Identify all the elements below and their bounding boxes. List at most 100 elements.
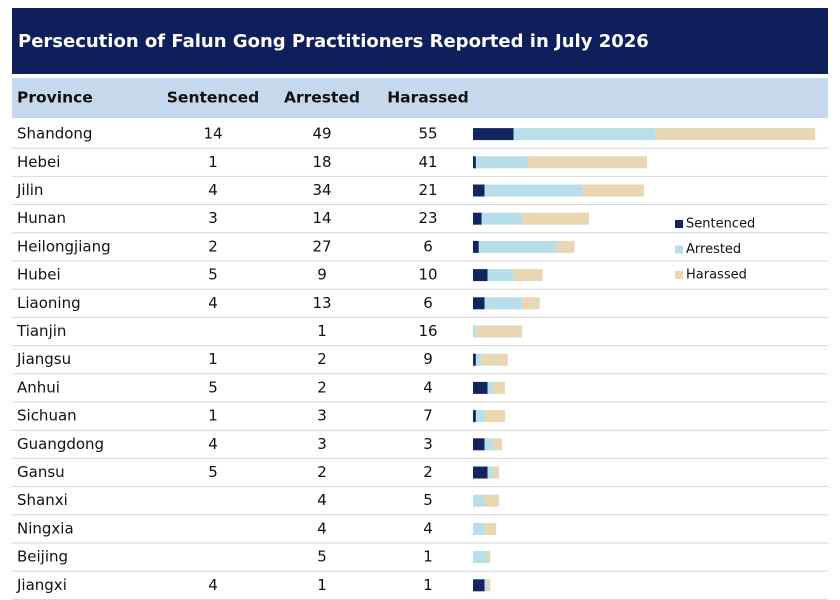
bar-segment xyxy=(655,128,816,141)
cell-value: 2 xyxy=(317,378,327,396)
cell-value: 9 xyxy=(317,266,327,284)
bar-segment xyxy=(473,212,482,225)
bar-segment xyxy=(487,579,491,592)
province: Hubei xyxy=(17,266,61,284)
cell-value: 5 xyxy=(208,378,218,396)
title-bar xyxy=(12,8,828,74)
cell-value: 34 xyxy=(312,181,331,199)
cell-value: 23 xyxy=(418,209,437,227)
bar-segment xyxy=(484,522,497,535)
bar-segment xyxy=(475,325,523,338)
province: Beijing xyxy=(17,548,68,566)
cell-value: 4 xyxy=(423,378,433,396)
bar-segment xyxy=(473,494,485,507)
cell-value: 21 xyxy=(418,181,437,199)
bar-segment xyxy=(475,156,529,169)
province: Jilin xyxy=(16,181,43,199)
bar-segment xyxy=(484,297,523,310)
bar-segment xyxy=(484,184,584,197)
bar-segment xyxy=(473,240,479,253)
bar-segment xyxy=(473,579,485,592)
province: Tianjin xyxy=(16,322,66,340)
cell-value: 18 xyxy=(312,153,331,171)
bar-segment xyxy=(473,128,514,141)
cell-value: 4 xyxy=(208,576,218,594)
cell-value: 1 xyxy=(423,576,433,594)
cell-value: 14 xyxy=(203,125,222,143)
cell-value: 2 xyxy=(317,463,327,481)
bar-segment xyxy=(557,240,575,253)
bar-segment xyxy=(473,184,485,197)
bar-segment xyxy=(478,240,558,253)
province: Shanxi xyxy=(17,491,68,509)
province: Anhui xyxy=(17,378,60,396)
bar-segment xyxy=(473,466,488,479)
cell-value: 6 xyxy=(423,294,433,312)
bar-segment xyxy=(583,184,645,197)
province: Hebei xyxy=(17,153,60,171)
cell-value: 5 xyxy=(423,491,433,509)
bar-segment xyxy=(484,438,494,451)
cell-value: 1 xyxy=(208,153,218,171)
province: Jiangxi xyxy=(16,576,67,594)
cell-value: 3 xyxy=(423,435,433,453)
province: Jiangsu xyxy=(16,350,71,368)
bar-segment xyxy=(473,297,485,310)
cell-value: 5 xyxy=(208,266,218,284)
cell-value: 1 xyxy=(208,407,218,425)
header-bar xyxy=(12,78,828,118)
bar-segment xyxy=(493,381,505,394)
cell-value: 13 xyxy=(312,294,331,312)
cell-value: 1 xyxy=(317,576,327,594)
cell-value: 1 xyxy=(317,322,327,340)
province: Sichuan xyxy=(17,407,77,425)
cell-value: 14 xyxy=(312,209,331,227)
bar-segment xyxy=(522,212,589,225)
cell-value: 3 xyxy=(317,435,327,453)
legend-label: Sentenced xyxy=(686,217,755,232)
cell-value: 2 xyxy=(423,463,433,481)
cell-value: 2 xyxy=(317,350,327,368)
bar-segment xyxy=(487,466,494,479)
province: Guangdong xyxy=(17,435,104,453)
province: Shandong xyxy=(17,125,92,143)
cell-value: 5 xyxy=(317,548,327,566)
cell-value: 3 xyxy=(317,407,327,425)
cell-value: 3 xyxy=(208,209,218,227)
cell-value: 9 xyxy=(423,350,433,368)
cell-value: 4 xyxy=(208,435,218,453)
legend-swatch xyxy=(675,271,683,279)
bar-segment xyxy=(473,325,476,338)
column-header: Province xyxy=(17,89,93,107)
bar-segment xyxy=(484,494,500,507)
bar-segment xyxy=(473,410,476,423)
bar-segment xyxy=(473,522,485,535)
cell-value: 4 xyxy=(208,294,218,312)
province: Gansu xyxy=(17,463,65,481)
cell-value: 2 xyxy=(208,237,218,255)
bar-segment xyxy=(528,156,647,169)
cell-value: 7 xyxy=(423,407,433,425)
bar-segment xyxy=(475,410,485,423)
legend-label: Harassed xyxy=(686,268,747,283)
cell-value: 16 xyxy=(418,322,437,340)
bar-segment xyxy=(481,353,508,366)
column-header: Harassed xyxy=(387,89,469,107)
bar-segment xyxy=(473,156,476,169)
cell-value: 1 xyxy=(423,548,433,566)
province: Hunan xyxy=(17,209,66,227)
cell-value: 6 xyxy=(423,237,433,255)
legend-swatch xyxy=(675,220,683,228)
bar-segment xyxy=(513,128,656,141)
bar-segment xyxy=(487,381,494,394)
cell-value: 10 xyxy=(418,266,437,284)
cell-value: 1 xyxy=(208,350,218,368)
bar-segment xyxy=(493,466,500,479)
legend-swatch xyxy=(675,245,683,254)
cell-value: 49 xyxy=(312,125,331,143)
bar-segment xyxy=(484,579,488,592)
cell-value: 41 xyxy=(418,153,437,171)
bar-segment xyxy=(487,551,491,564)
cell-value: 5 xyxy=(208,463,218,481)
